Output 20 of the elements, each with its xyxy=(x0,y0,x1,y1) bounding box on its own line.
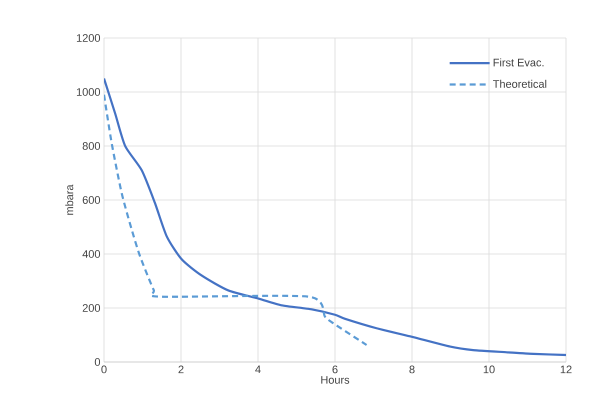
x-tick-label: 8 xyxy=(409,366,415,374)
x-tick-label: 6 xyxy=(332,366,338,374)
y-tick-label: 600 xyxy=(82,196,100,204)
x-tick-label: 0 xyxy=(101,366,107,374)
line-series xyxy=(104,77,566,356)
x-tick-label: 12 xyxy=(560,366,572,374)
legend-label: First Evac. xyxy=(494,58,544,66)
x-tick-label: 10 xyxy=(484,366,495,374)
legend-label: Theoretical xyxy=(493,80,546,88)
x-tick-label: 2 xyxy=(178,366,184,374)
y-tick-label: 1200 xyxy=(76,34,100,42)
y-tick-label: 800 xyxy=(82,142,100,150)
x-tick-label: 4 xyxy=(255,366,261,374)
y-tick-label: 200 xyxy=(82,304,100,312)
line-series xyxy=(104,94,368,346)
y-tick-label: 400 xyxy=(82,250,100,258)
x-axis-title: Hours xyxy=(321,376,350,384)
y-axis-title: mbara xyxy=(65,184,74,215)
y-tick-label: 0 xyxy=(94,358,100,366)
y-tick-label: 1000 xyxy=(76,88,100,96)
